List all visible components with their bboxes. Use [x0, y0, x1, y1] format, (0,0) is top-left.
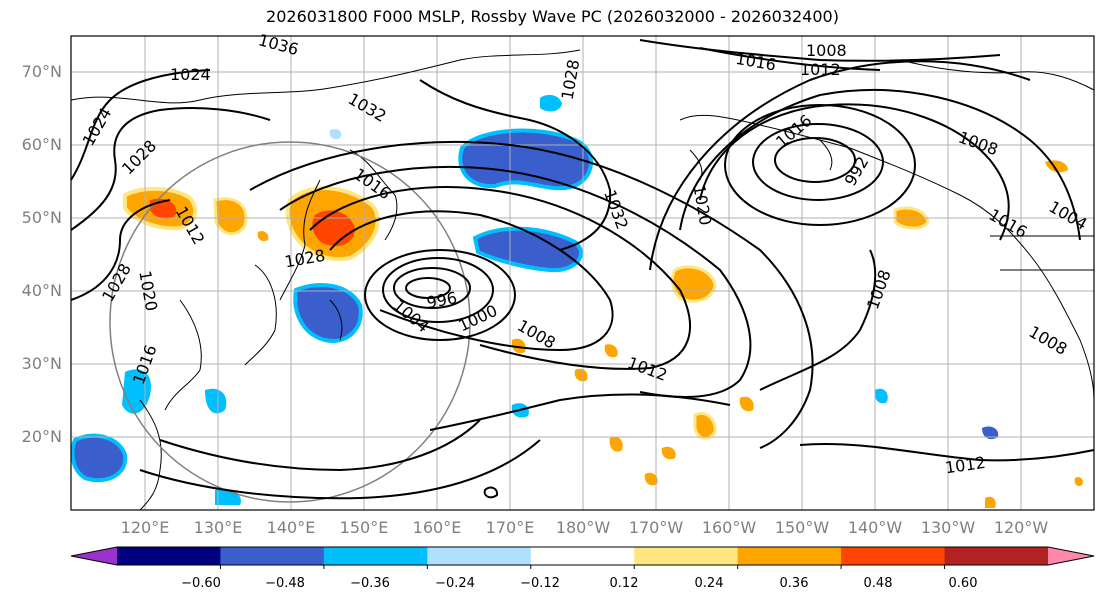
lat-label: 70°N — [21, 62, 62, 81]
lon-label: 160°W — [701, 518, 757, 537]
colorbar-tick-label: −0.36 — [350, 576, 390, 591]
lon-label: 120°E — [120, 518, 170, 537]
colorbar — [70, 546, 1095, 569]
colorbar-outline — [70, 546, 1095, 566]
highlight-circle — [109, 141, 471, 503]
colorbar-segment — [634, 547, 739, 565]
lon-label: 170°E — [485, 518, 535, 537]
colorbar-tick-label: −0.24 — [435, 576, 475, 591]
lon-label: 180°W — [555, 518, 611, 537]
lon-label: 140°W — [847, 518, 903, 537]
lon-label: 150°W — [774, 518, 830, 537]
colorbar-segment — [944, 547, 1049, 565]
colorbar-segment — [323, 547, 428, 565]
colorbar-tick-label: −0.60 — [181, 576, 221, 591]
colorbar-tick-label: 0.24 — [694, 576, 724, 591]
isobar-label: 1008 — [806, 41, 847, 60]
colorbar-segment — [737, 547, 842, 565]
map-frame — [70, 35, 1095, 511]
colorbar-segment — [841, 547, 946, 565]
colorbar-segment — [530, 547, 635, 565]
colorbar-tick-label: 0.60 — [948, 576, 978, 591]
lon-label: 160°E — [412, 518, 462, 537]
lon-label: 130°E — [193, 518, 243, 537]
colorbar-tick-label: 0.48 — [863, 576, 893, 591]
gridlines — [71, 36, 1094, 510]
coastlines — [70, 49, 1095, 511]
lat-label: 30°N — [21, 354, 62, 373]
isobar-contours — [70, 39, 1095, 500]
isobar-label: 1024 — [170, 65, 211, 84]
lat-label: 60°N — [21, 135, 62, 154]
colorbar-segment — [427, 547, 532, 565]
isobar-label: 1012 — [800, 60, 841, 79]
lat-label: 40°N — [21, 281, 62, 300]
lon-label: 120°W — [993, 518, 1049, 537]
map-area: 1036 1024 1024 1028 1032 1016 1012 1028 … — [70, 30, 1095, 511]
lat-label: 50°N — [21, 208, 62, 227]
colorbar-tick-label: 0.36 — [779, 576, 809, 591]
lon-label: 150°E — [339, 518, 389, 537]
plot-title: 2026031800 F000 MSLP, Rossby Wave PC (20… — [266, 7, 839, 26]
lon-label: 130°W — [920, 518, 976, 537]
colorbar-segments — [117, 547, 1049, 565]
lat-label: 20°N — [21, 427, 62, 446]
lon-label: 140°E — [266, 518, 316, 537]
colorbar-segment — [117, 547, 221, 565]
colorbar-extend-high — [1048, 547, 1094, 565]
colorbar-extend-low — [71, 547, 117, 565]
colorbar-tick-label: −0.12 — [520, 576, 560, 591]
colorbar-ticks — [219, 565, 946, 569]
colorbar-segment — [220, 547, 325, 565]
colorbar-tick-label: 0.12 — [609, 576, 639, 591]
lon-label: 170°W — [628, 518, 684, 537]
colorbar-tick-label: −0.48 — [265, 576, 305, 591]
